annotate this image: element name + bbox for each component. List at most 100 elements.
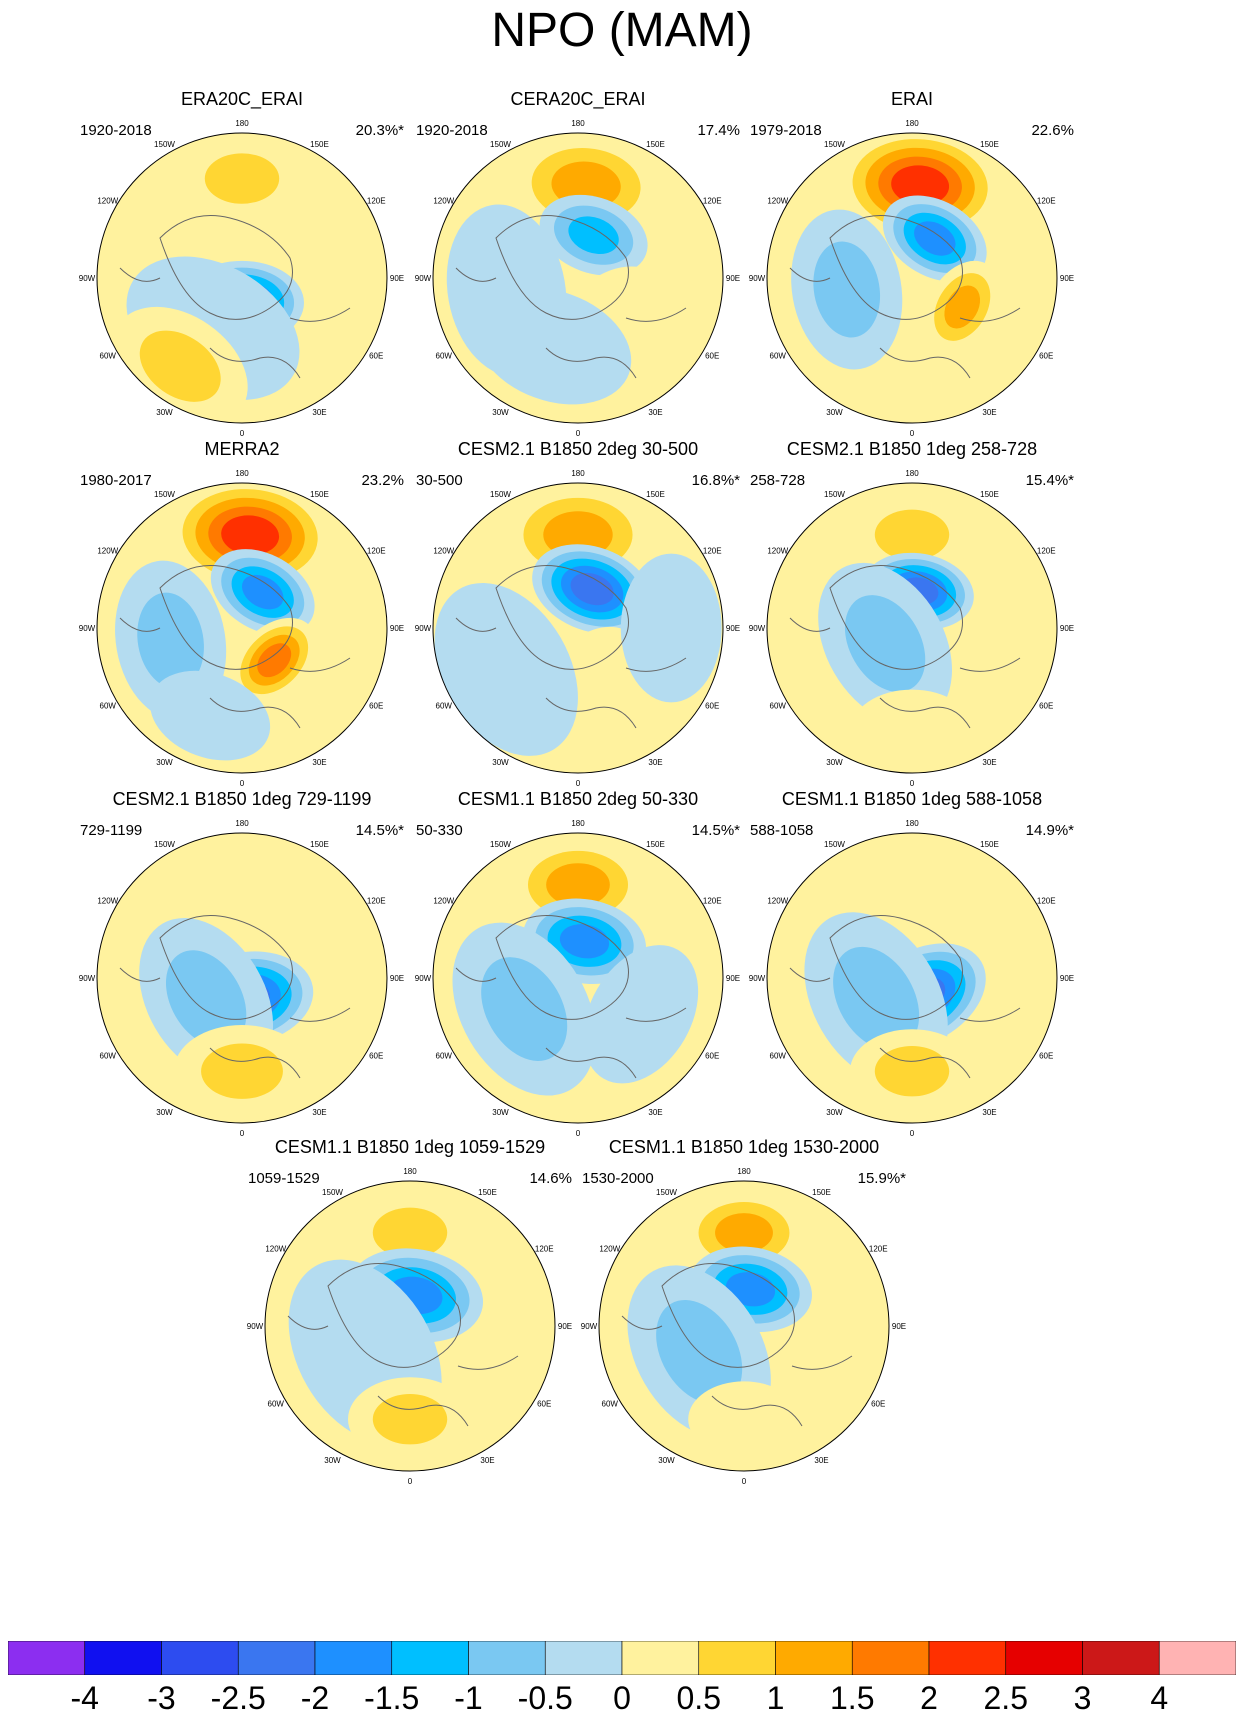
negative-anomaly [241,574,284,610]
longitude-label: 120E [535,1245,554,1254]
longitude-label: 60W [602,1400,619,1409]
longitude-label: 120W [599,1245,620,1254]
map-panel: CESM1.1 B1850 1deg 1530-2000 1530-2000 15.… [562,1136,926,1486]
longitude-label: 30W [156,1108,173,1117]
longitude-label: 180 [571,819,585,828]
positive-anomaly [198,855,286,915]
coastline [789,617,1021,729]
map-border [96,132,388,424]
longitude-label: 60E [369,352,383,361]
colorbar-swatch [8,1641,86,1675]
longitude-label: 120W [433,547,454,556]
longitude-label: 0 [408,1477,413,1486]
coastline [159,915,293,1020]
longitude-label: 150E [646,140,665,149]
panel-period: 1530-2000 [582,1170,654,1187]
panel-period: 1920-2018 [416,122,488,139]
map-panel: CERA20C_ERAI 1920-2018 17.4% 180 150E 120E 90E… [396,88,760,438]
longitude-label: 60W [100,702,117,711]
longitude-label: 90E [1060,974,1074,983]
longitude-label: 150E [812,1188,831,1197]
longitude-label: 0 [576,779,581,788]
map-panel: CESM2.1 B1850 1deg 258-728 258-728 15.4%* 1… [730,438,1094,788]
polar-map: 180 150E 120E 90E 60E 30E 0 30W 60W 90W 120W 150W [415,819,740,1138]
coastline [119,967,351,1079]
longitude-label: 30W [826,758,843,767]
figure-title: NPO (MAM) [491,4,753,57]
positive-anomaly [715,1213,773,1253]
longitude-label: 30W [658,1456,675,1465]
longitude-label: 60E [1039,352,1053,361]
colorbar-swatch [1005,1641,1083,1675]
colorbar-tick-label: 4 [1150,1680,1169,1716]
longitude-label: 120W [433,197,454,206]
map-border [264,1180,556,1472]
panel-period: 50-330 [416,822,463,839]
coastline [621,1315,853,1427]
longitude-label: 120E [869,1245,888,1254]
longitude-label: 90E [726,974,740,983]
panel-title: CERA20C_ERAI [510,89,646,109]
colorbar-tick-label: 0.5 [676,1680,721,1716]
negative-anomaly [150,670,271,761]
negative-anomaly [137,592,204,689]
longitude-label: 180 [905,119,919,128]
positive-anomaly [891,165,950,205]
negative-anomaly [434,582,578,756]
longitude-label: 90W [415,274,432,283]
negative-anomaly [559,924,610,959]
panel-variance: 22.6% [1031,122,1074,139]
longitude-label: 60W [436,702,453,711]
longitude-label: 30E [648,408,662,417]
longitude-label: 120E [367,897,386,906]
longitude-label: 150W [322,1188,343,1197]
positive-anomaly [546,863,610,907]
colorbar-tick-label: 2 [920,1680,938,1716]
colorbar-swatch [161,1641,239,1675]
polar-map: 180 150E 120E 90E 60E 30E 0 30W 60W 90W 120W 150W [79,119,404,438]
colorbar-swatch [314,1641,393,1675]
longitude-label: 150E [310,490,329,499]
colorbar-tick-label: -2.5 [210,1680,266,1716]
longitude-label: 150E [646,840,665,849]
colorbar-tick-label: 1.5 [830,1680,875,1716]
polar-map: 180 150E 120E 90E 60E 30E 0 30W 60W 90W 120W 150W [415,119,740,438]
longitude-label: 90E [390,624,404,633]
longitude-label: 60W [436,1052,453,1061]
polar-map: 180 150E 120E 90E 60E 30E 0 30W 60W 90W 120W 150W [749,469,1074,788]
negative-anomaly [914,221,956,256]
longitude-label: 30W [492,408,509,417]
colorbar-swatch [237,1641,316,1675]
longitude-label: 150E [310,140,329,149]
polar-map: 180 150E 120E 90E 60E 30E 0 30W 60W 90W 120W 150W [247,1167,572,1486]
longitude-label: 90E [390,974,404,983]
positive-anomaly [139,330,221,402]
longitude-label: 30E [982,758,996,767]
map-border [766,832,1058,1124]
longitude-label: 60W [436,352,453,361]
longitude-label: 150W [490,490,511,499]
colorbar-tick-label: -0.5 [517,1680,573,1716]
negative-anomaly [620,553,722,703]
colorbar-tick-label: -3 [147,1680,176,1716]
longitude-label: 0 [240,1129,245,1138]
longitude-label: 120E [703,547,722,556]
panel-period: 258-728 [750,472,806,489]
longitude-label: 0 [742,1477,747,1486]
longitude-label: 180 [571,119,585,128]
longitude-label: 150W [490,840,511,849]
longitude-label: 150E [980,490,999,499]
panel-title: CESM1.1 B1850 1deg 1059-1529 [274,1137,546,1157]
longitude-label: 120E [1037,897,1056,906]
longitude-label: 150E [478,1188,497,1197]
polar-map: 180 150E 120E 90E 60E 30E 0 30W 60W 90W 120W 150W [79,469,404,788]
colorbar-swatch [698,1641,776,1675]
longitude-label: 30W [156,408,173,417]
panel-title: CESM2.1 B1850 1deg 258-728 [786,439,1038,459]
longitude-label: 60E [369,1052,383,1061]
longitude-label: 0 [240,429,245,438]
positive-anomaly [221,515,280,555]
longitude-label: 90W [749,274,766,283]
negative-anomaly [844,595,926,692]
map-border [432,832,724,1124]
